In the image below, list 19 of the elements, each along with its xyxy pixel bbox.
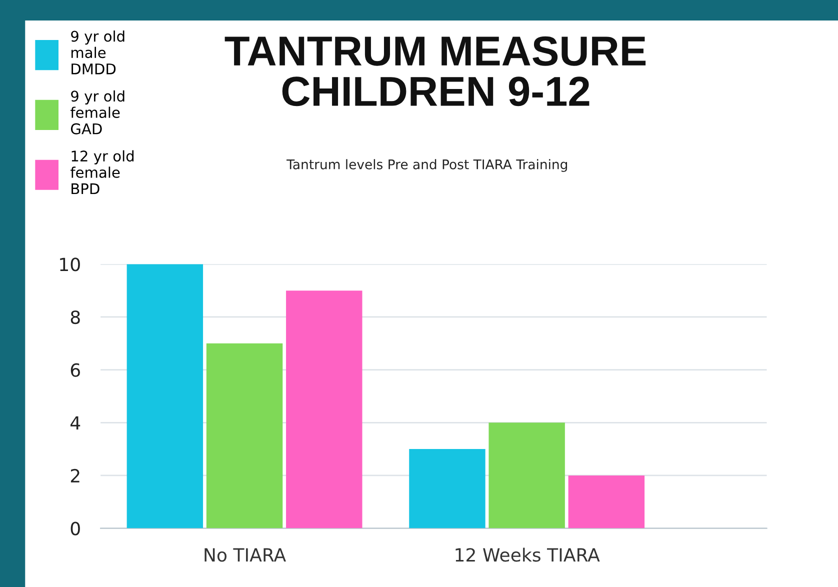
bar — [409, 449, 486, 528]
chart-title: TANTRUM MEASURE CHILDREN 9-12 — [224, 36, 646, 106]
y-tick-label: 4 — [70, 416, 80, 430]
bar — [568, 475, 645, 528]
legend-label: 12 yr old female BPD — [70, 150, 134, 194]
legend-label: 9 yr old female GAD — [70, 90, 124, 134]
bar — [206, 343, 283, 528]
chart-subtitle: Tantrum levels Pre and Post TIARA Training — [286, 159, 568, 172]
y-tick-label: 2 — [70, 468, 80, 482]
x-tick-label: 12 Weeks TIARA — [456, 548, 600, 562]
bar — [488, 422, 565, 528]
y-tick-label: 6 — [70, 363, 80, 377]
y-tick-label: 10 — [60, 258, 80, 272]
legend-label: 9 yr old male DMDD — [71, 30, 124, 74]
y-tick-label: 8 — [70, 310, 80, 324]
x-tick-label: No TIARA — [204, 548, 286, 562]
bar — [286, 290, 362, 528]
y-tick-label: 0 — [70, 522, 80, 536]
bar — [126, 264, 204, 528]
